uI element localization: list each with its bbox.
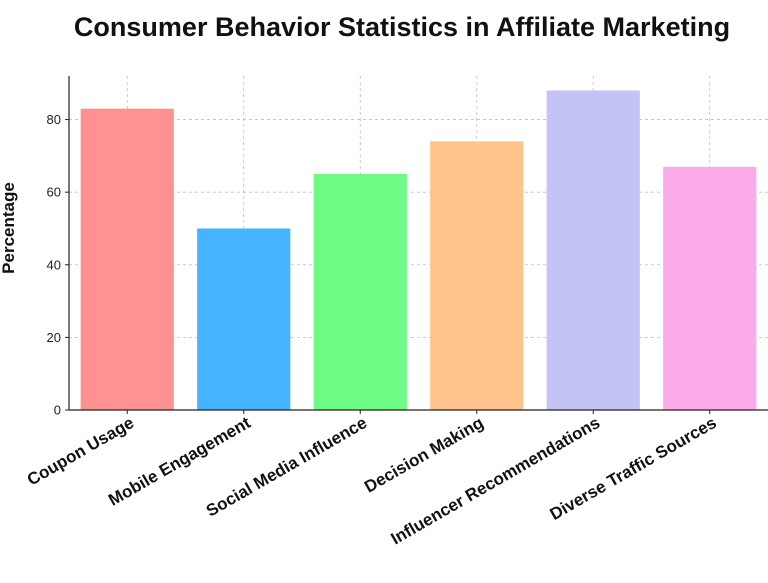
y-tick-label-0: 0 (54, 403, 61, 418)
y-axis-label: Percentage (0, 182, 18, 274)
axes (68, 76, 768, 411)
x-tick-label-4: Influencer Recommendations (388, 413, 604, 548)
bar-influencer-recommendations (546, 90, 640, 411)
bar-coupon-usage (80, 108, 174, 410)
bars (80, 90, 757, 411)
bar-decision-making (430, 141, 524, 410)
bar-diverse-traffic-sources (663, 166, 757, 410)
y-tick-label-4: 80 (47, 112, 61, 127)
y-tick-label-1: 20 (47, 330, 61, 345)
x-tick-label-3: Decision Making (361, 413, 487, 497)
y-tick-label-3: 60 (47, 185, 61, 200)
y-tick-label-2: 40 (47, 257, 61, 272)
chart-title: Consumer Behavior Statistics in Affiliat… (74, 12, 730, 42)
bar-mobile-engagement (197, 228, 291, 410)
bar-social-media-influence (313, 174, 407, 410)
y-ticks: 0 20 40 60 80 (47, 112, 69, 418)
x-tick-label-0: Coupon Usage (24, 413, 137, 489)
